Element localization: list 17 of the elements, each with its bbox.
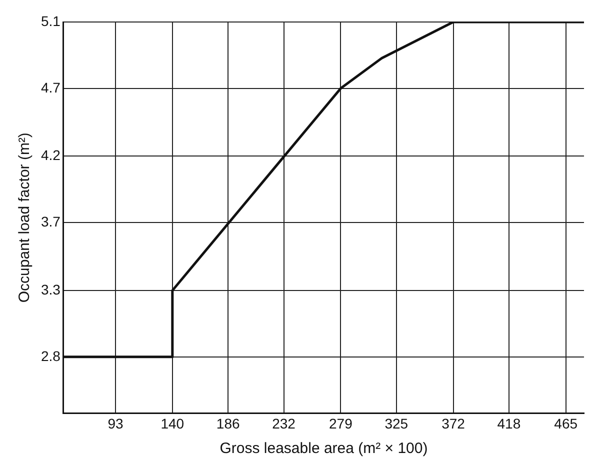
- y-tick-label: 5.1: [40, 12, 61, 29]
- y-tick-label: 3.7: [40, 214, 61, 230]
- y-tick-label: 2.8: [40, 348, 61, 364]
- y-tick-label: 4.2: [40, 147, 61, 164]
- x-tick-label: 140: [160, 415, 184, 432]
- x-tick-label: 93: [108, 415, 124, 432]
- x-tick-label: 418: [497, 415, 521, 432]
- y-tick-label: 3.3: [40, 281, 61, 298]
- x-axis-title: Gross leasable area (m² × 100): [220, 440, 428, 458]
- x-tick-label: 186: [216, 415, 240, 432]
- y-axis-title: Occupant load factor (m²): [16, 132, 34, 303]
- x-tick-label: 232: [272, 415, 296, 432]
- x-tick-label: 465: [554, 415, 578, 432]
- x-tick-label: 279: [329, 415, 353, 432]
- x-tick-label: 372: [442, 415, 466, 432]
- x-tick-label: 325: [384, 415, 408, 432]
- y-tick-label: 4.7: [40, 79, 61, 96]
